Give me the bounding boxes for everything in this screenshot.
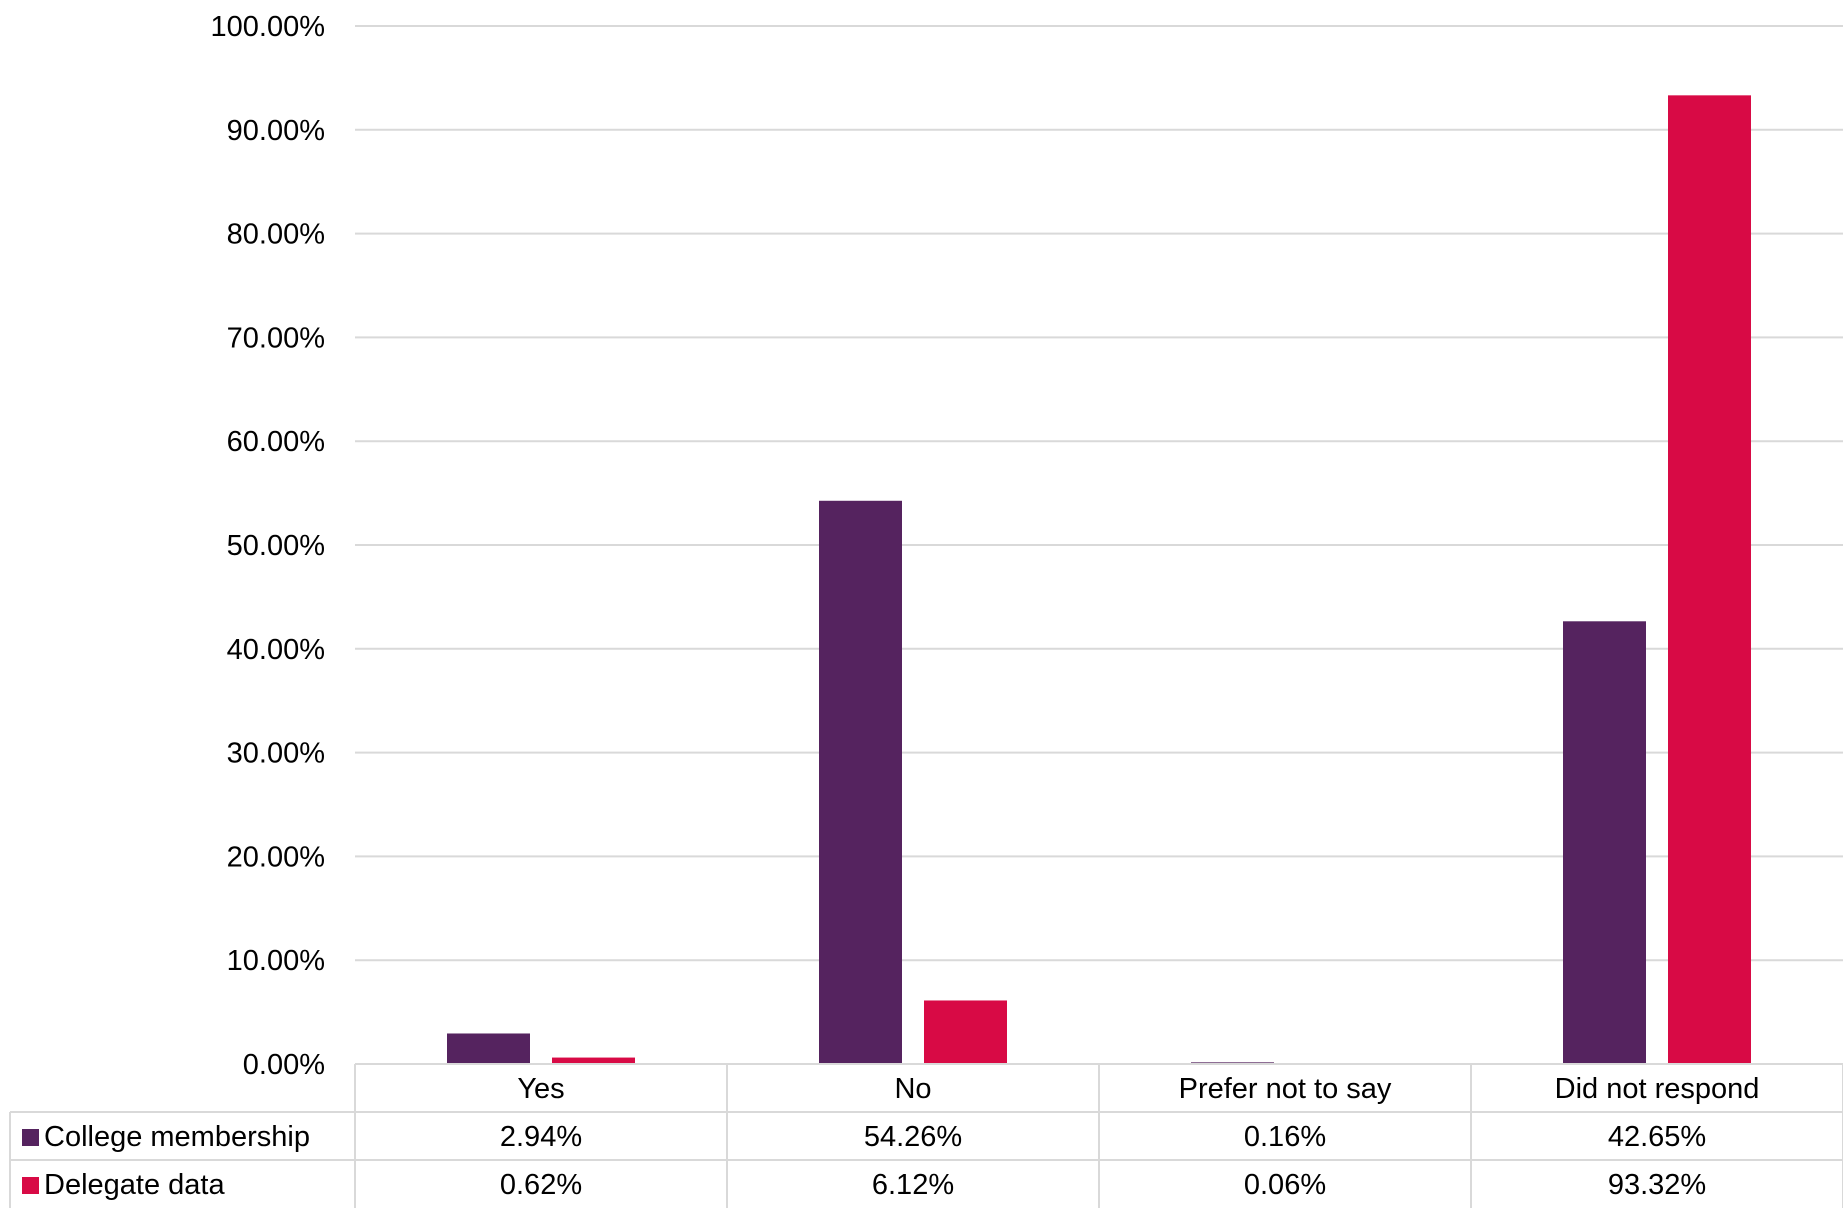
y-tick-label: 70.00% — [227, 322, 325, 354]
legend-label: College membership — [44, 1121, 310, 1153]
legend-swatch — [22, 1177, 39, 1194]
bar-delegate-data — [1668, 95, 1751, 1065]
bar-college-membership — [819, 500, 902, 1064]
table-cell-value: 0.16% — [1244, 1121, 1326, 1153]
category-label: Did not respond — [1555, 1073, 1760, 1105]
y-tick-label: 90.00% — [227, 115, 325, 147]
table-cell-value: 54.26% — [864, 1121, 962, 1153]
legend-label: Delegate data — [44, 1169, 225, 1201]
category-label: No — [894, 1073, 931, 1105]
table-cell-value: 6.12% — [872, 1169, 954, 1201]
y-tick-label: 30.00% — [227, 738, 325, 770]
y-tick-label: 80.00% — [227, 219, 325, 251]
y-tick-label: 40.00% — [227, 634, 325, 666]
y-tick-label: 60.00% — [227, 426, 325, 458]
table-cell-value: 42.65% — [1608, 1121, 1706, 1153]
bar-delegate-data — [552, 1057, 635, 1064]
y-tick-label: 10.00% — [227, 945, 325, 977]
y-tick-label: 100.00% — [211, 11, 326, 43]
table-cell-value: 93.32% — [1608, 1169, 1706, 1201]
y-axis-ticks: 0.00% 10.00% 20.00% 30.00% 40.00% 50.00% 60.00… — [211, 11, 326, 1081]
bar-college-membership — [447, 1033, 530, 1064]
y-tick-label: 50.00% — [227, 530, 325, 562]
y-tick-label: 0.00% — [243, 1049, 325, 1081]
bar-college-membership — [1563, 621, 1646, 1064]
table-cell-value: 0.06% — [1244, 1169, 1326, 1201]
category-label: Prefer not to say — [1179, 1073, 1392, 1105]
category-label: Yes — [517, 1073, 564, 1105]
legend-swatch — [22, 1129, 39, 1146]
y-tick-label: 20.00% — [227, 841, 325, 873]
bar-delegate-data — [924, 1000, 1007, 1064]
gridlines — [355, 25, 1843, 1065]
table-cell-value: 2.94% — [500, 1121, 582, 1153]
bars — [447, 95, 1751, 1065]
table-cell-value: 0.62% — [500, 1169, 582, 1201]
data-table: Yes No Prefer not to say Did not respond Col… — [9, 1063, 1843, 1208]
